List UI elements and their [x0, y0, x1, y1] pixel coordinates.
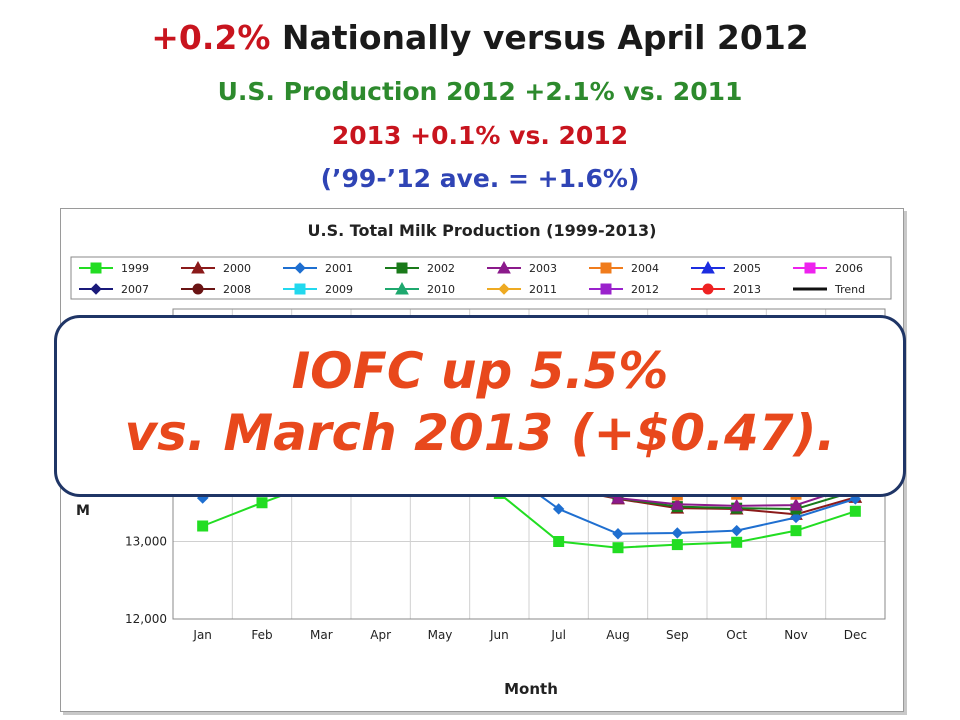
data-point [611, 491, 625, 504]
legend-label: 2007 [121, 283, 149, 296]
legend-marker [192, 283, 204, 295]
data-point [789, 498, 803, 511]
legend-marker [90, 283, 102, 295]
legend-label: Trend [834, 283, 865, 296]
legend-item-trend: Trend [793, 283, 865, 296]
legend-label: 2002 [427, 262, 455, 275]
legend-label: 2008 [223, 283, 251, 296]
legend-label: 2013 [733, 283, 761, 296]
subtitle-average: (’99-’12 ave. = +1.6%) [320, 164, 640, 193]
legend-marker [701, 260, 715, 274]
legend-entries: 1999 2000 2001 2002 2003 2004 2005 2006 2007 2008… [79, 260, 865, 296]
data-point [671, 527, 684, 539]
legend-marker [395, 281, 409, 295]
legend-item-2007: 2007 [79, 283, 149, 296]
legend-marker [497, 260, 511, 274]
legend-marker [702, 283, 714, 295]
data-point [730, 524, 743, 537]
headline: +0.2% Nationally versus April 2012 [0, 18, 960, 57]
legend-marker [600, 283, 612, 295]
legend-item-2003: 2003 [487, 260, 557, 275]
legend-item-1999: 1999 [79, 262, 149, 275]
legend-marker [294, 262, 306, 274]
legend-label: 2001 [325, 262, 353, 275]
y-tick-label: 13,000 [125, 535, 167, 549]
data-point [729, 498, 744, 512]
y-tick-label: 12,000 [125, 612, 167, 626]
legend-item-2000: 2000 [181, 260, 251, 275]
data-point [731, 536, 743, 548]
data-point [612, 528, 624, 540]
data-point [552, 503, 565, 515]
data-point [790, 525, 802, 537]
x-tick-label: Jul [550, 628, 565, 642]
legend-item-2008: 2008 [181, 283, 251, 296]
iofc-callout: IOFC up 5.5% vs. March 2013 (+$0.47). [54, 315, 906, 497]
y-axis-label: M [76, 503, 90, 519]
legend-label: 2012 [631, 283, 659, 296]
legend-item-2012: 2012 [589, 283, 659, 296]
legend-marker [294, 283, 306, 295]
legend-label: 2005 [733, 262, 761, 275]
legend-label: 2011 [529, 283, 557, 296]
x-tick-label: May [428, 628, 453, 642]
headline-change: +0.2% [151, 18, 271, 57]
data-point [612, 542, 624, 554]
legend-item-2004: 2004 [589, 262, 659, 275]
legend-marker [600, 262, 612, 274]
x-tick-label: Dec [844, 628, 867, 642]
legend-marker [90, 262, 102, 274]
data-point [553, 536, 565, 547]
legend-marker [498, 283, 510, 295]
x-tick-labels: Jan Feb Mar Apr May Jun Jul Aug Sep Oct Nov Dec [192, 628, 867, 642]
x-tick-label: Jun [489, 628, 509, 642]
legend-item-2011: 2011 [487, 283, 557, 296]
legend-item-2009: 2009 [283, 283, 353, 296]
x-tick-label: Aug [606, 628, 629, 642]
data-point [670, 497, 685, 510]
x-tick-label: Mar [310, 628, 333, 642]
callout-line-2: vs. March 2013 (+$0.47). [124, 404, 836, 462]
x-tick-label: Oct [726, 628, 747, 642]
legend-label: 1999 [121, 262, 149, 275]
callout-line-1: IOFC up 5.5% [291, 342, 669, 400]
legend-item-2005: 2005 [691, 260, 761, 275]
x-tick-label: Jan [192, 628, 212, 642]
x-axis-label: Month [504, 680, 558, 698]
data-point [197, 520, 209, 532]
x-tick-label: Feb [251, 628, 272, 642]
subtitle-production-2013: 2013 +0.1% vs. 2012 [331, 121, 629, 150]
chart-title: U.S. Total Milk Production (1999-2013) [308, 221, 657, 240]
legend-item-2010: 2010 [385, 281, 455, 296]
data-point [256, 497, 268, 509]
x-tick-label: Sep [666, 628, 689, 642]
legend-item-2006: 2006 [793, 262, 863, 275]
legend-item-2013: 2013 [691, 283, 761, 296]
legend-label: 2010 [427, 283, 455, 296]
legend-label: 2000 [223, 262, 251, 275]
legend-label: 2004 [631, 262, 659, 275]
data-point [790, 511, 802, 524]
x-tick-label: Nov [784, 628, 807, 642]
headline-text: Nationally versus April 2012 [270, 18, 809, 57]
legend-label: 2006 [835, 262, 863, 275]
legend-marker [191, 260, 205, 274]
legend-item-2002: 2002 [385, 262, 455, 275]
data-point [671, 539, 683, 551]
legend-label: 2009 [325, 283, 353, 296]
legend-marker [396, 262, 408, 274]
legend-marker [804, 262, 816, 274]
subtitle-production-2012: U.S. Production 2012 +2.1% vs. 2011 [217, 77, 743, 106]
legend-item-2001: 2001 [283, 262, 353, 275]
x-tick-label: Apr [370, 628, 391, 642]
data-point [849, 505, 861, 517]
legend-label: 2003 [529, 262, 557, 275]
chart-legend [70, 256, 892, 300]
